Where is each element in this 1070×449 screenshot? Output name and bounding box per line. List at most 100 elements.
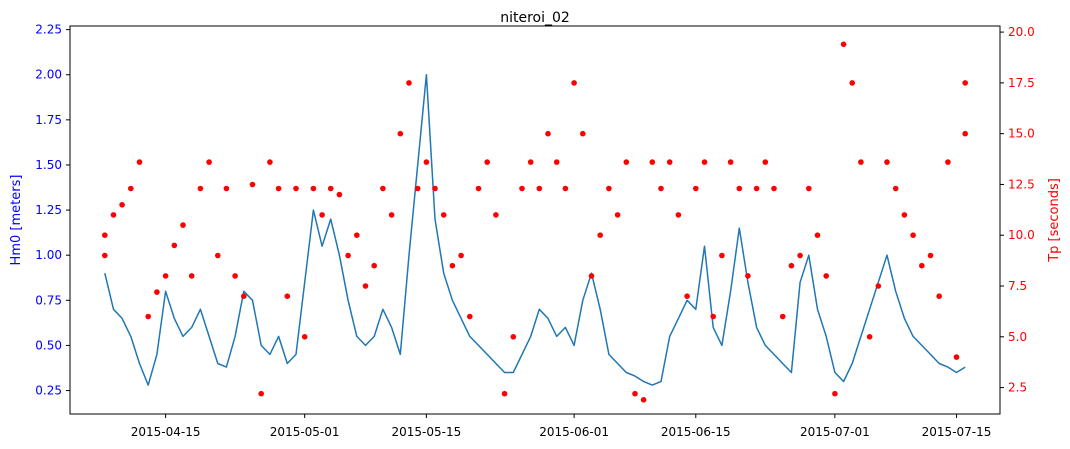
x-tick-label: 2015-04-15 — [131, 425, 201, 439]
right-tick-label: 10.0 — [1008, 228, 1035, 242]
tp-point — [580, 130, 586, 137]
left-tick-label: 2.00 — [35, 68, 62, 82]
tp-point — [145, 313, 151, 320]
right-tick-label: 20.0 — [1008, 25, 1035, 39]
tp-point — [440, 212, 447, 218]
tp-point — [458, 252, 464, 259]
tp-point — [927, 252, 934, 259]
tp-point — [206, 159, 212, 165]
tp-point — [614, 212, 621, 218]
tp-point — [336, 191, 343, 198]
tp-point — [771, 185, 777, 192]
tp-point — [215, 252, 221, 259]
tp-point — [102, 252, 108, 259]
tp-point — [553, 159, 560, 165]
tp-point — [102, 232, 108, 238]
tp-point — [588, 273, 595, 279]
tp-point — [727, 159, 734, 165]
left-axis-ticks: 0.25 0.50 0.75 1.00 1.25 1.50 1.75 2.00 2.25 — [35, 23, 70, 398]
hm0-line — [104, 73, 966, 386]
tp-point — [501, 390, 508, 397]
tp-point — [875, 283, 882, 289]
x-tick-label: 2015-05-15 — [391, 425, 461, 439]
tp-point — [380, 185, 386, 192]
tp-point — [640, 397, 647, 403]
tp-point — [684, 293, 690, 300]
tp-point — [945, 159, 951, 165]
tp-point — [267, 159, 273, 165]
right-tick-label: 7.5 — [1008, 279, 1027, 293]
left-tick-label: 0.25 — [35, 384, 62, 398]
tp-point — [310, 185, 317, 192]
tp-point — [319, 212, 325, 218]
x-tick-label: 2015-06-01 — [539, 425, 609, 439]
tp-point — [832, 390, 838, 397]
right-tick-label: 15.0 — [1008, 127, 1035, 141]
left-tick-label: 1.50 — [35, 158, 62, 172]
tp-point — [162, 273, 169, 279]
tp-point — [962, 80, 968, 86]
tp-point — [892, 185, 899, 192]
tp-point — [701, 159, 708, 165]
right-tick-label: 5.0 — [1008, 330, 1027, 344]
tp-point — [119, 202, 125, 208]
right-axis-title: Tp [seconds] — [1047, 178, 1062, 263]
tp-point — [136, 159, 143, 165]
tp-point — [423, 159, 430, 165]
tp-point — [710, 313, 716, 320]
tp-point — [719, 252, 725, 259]
tp-point — [823, 273, 829, 279]
tp-point — [249, 181, 256, 188]
tp-point — [110, 212, 117, 218]
tp-point — [223, 185, 230, 192]
tp-point — [901, 212, 908, 218]
right-tick-label: 17.5 — [1008, 76, 1035, 90]
tp-point — [467, 313, 473, 320]
x-tick-label: 2015-07-15 — [922, 425, 992, 439]
tp-point — [180, 222, 186, 228]
left-tick-label: 1.00 — [35, 248, 62, 262]
tp-point — [806, 185, 812, 192]
tp-point — [128, 185, 134, 192]
tp-point — [562, 185, 569, 192]
tp-point — [936, 293, 942, 300]
x-axis-ticks: 2015-04-15 2015-05-01 2015-05-15 2015-06-01… — [131, 414, 992, 439]
tp-point — [675, 212, 682, 218]
left-tick-label: 0.50 — [35, 338, 62, 352]
tp-point — [475, 185, 482, 192]
tp-point — [536, 185, 543, 192]
left-tick-label: 0.75 — [35, 293, 62, 307]
left-axis-title: Hm0 [meters] — [9, 175, 24, 266]
tp-point — [745, 273, 751, 279]
tp-point — [171, 242, 178, 249]
tp-point — [884, 159, 890, 165]
tp-point — [919, 262, 925, 269]
tp-point — [354, 232, 360, 238]
tp-point — [797, 252, 803, 259]
tp-point — [736, 185, 743, 192]
tp-point — [449, 262, 456, 269]
tp-point — [371, 262, 378, 269]
tp-point — [284, 293, 291, 300]
tp-point — [849, 80, 855, 86]
hm0-series — [104, 73, 966, 386]
tp-point — [510, 334, 517, 340]
tp-point — [962, 130, 968, 137]
tp-point — [762, 159, 769, 165]
tp-point — [188, 273, 195, 279]
tp-point — [632, 390, 638, 397]
plot-frame — [69, 25, 1001, 415]
x-tick-label: 2015-05-01 — [270, 425, 340, 439]
tp-point — [327, 185, 334, 192]
x-tick-label: 2015-07-01 — [800, 425, 870, 439]
tp-point — [858, 159, 864, 165]
x-tick-label: 2015-06-15 — [661, 425, 731, 439]
tp-point — [910, 232, 916, 238]
tp-point — [779, 313, 786, 320]
tp-point — [388, 212, 395, 218]
chart-title: niteroi_02 — [500, 10, 570, 26]
tp-point — [432, 185, 438, 192]
tp-point — [597, 232, 603, 238]
tp-point — [197, 185, 204, 192]
